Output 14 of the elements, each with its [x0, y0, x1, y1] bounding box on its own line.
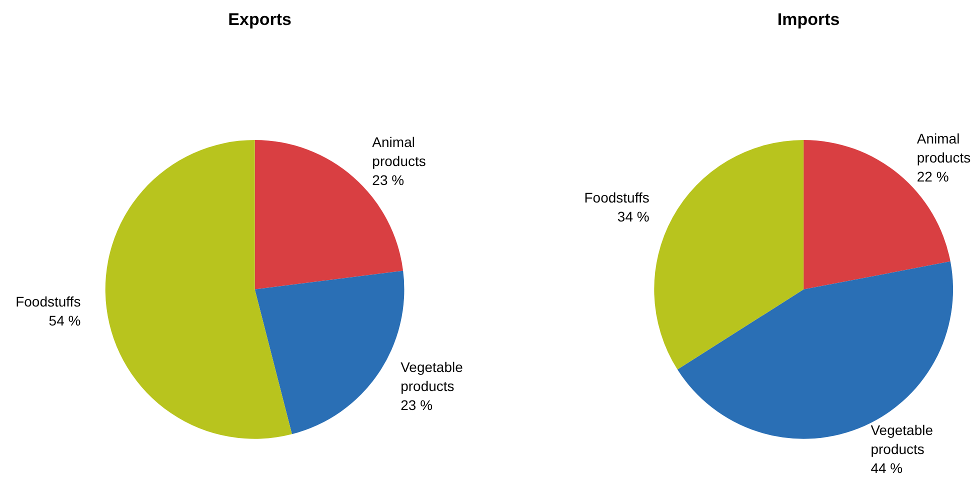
slice-label: Foodstuffs	[584, 189, 650, 206]
chart-title: Exports	[228, 10, 292, 29]
slice-label: Animal products	[916, 130, 971, 166]
data-label: 34 %	[617, 208, 650, 224]
slice-label: Foodstuffs	[16, 293, 81, 310]
slice-label: Vegetable products	[870, 422, 937, 457]
data-label: 22 %	[916, 168, 949, 184]
chart-title: Imports	[777, 10, 840, 29]
data-label: 23 %	[400, 396, 433, 413]
data-label: 54 %	[48, 312, 81, 328]
slice-label: Vegetable products	[400, 358, 467, 394]
data-label: 23 %	[372, 172, 404, 188]
slice-label: Animal products	[372, 134, 426, 169]
data-label: 44 %	[870, 460, 903, 476]
